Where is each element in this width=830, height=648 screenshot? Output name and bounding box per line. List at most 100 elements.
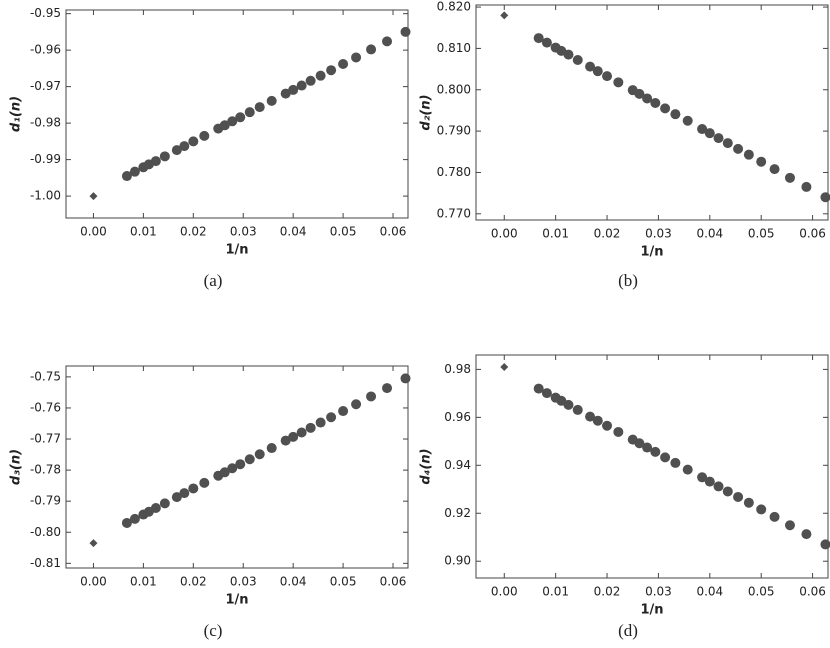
point: [682, 464, 693, 475]
point: [769, 511, 780, 522]
point: [280, 435, 291, 446]
point: [244, 107, 255, 118]
point: [159, 151, 170, 162]
plot-frame: [65, 9, 409, 219]
point: [704, 476, 715, 487]
panel: 0.00 0.01 0.02 0.03 0.04 0.05 0.06 -0.81 -0.80 -0…: [9, 365, 411, 640]
point: [784, 172, 795, 183]
point: [682, 115, 693, 126]
y-tick-label: 0.98: [444, 362, 471, 376]
y-tick-label: -0.95: [30, 6, 61, 20]
x-axis-label: 1/n: [640, 245, 663, 260]
point: [315, 417, 326, 428]
point: [743, 149, 754, 160]
point: [585, 61, 596, 72]
y-tick-label: 0.92: [444, 506, 471, 520]
point: [288, 431, 299, 442]
point: [129, 513, 140, 524]
point: [235, 112, 246, 123]
x-tick-label: 0.03: [230, 575, 257, 589]
x-tick-label: 0.04: [696, 585, 723, 599]
point: [613, 77, 624, 88]
y-tick-label: 0.790: [437, 124, 471, 138]
y-tick-label: -0.81: [30, 556, 61, 570]
point: [129, 166, 140, 177]
x-tick-label: 0.00: [80, 575, 107, 589]
point: [121, 171, 132, 182]
panel: 0.00 0.01 0.02 0.03 0.04 0.05 0.06 0.770 0.780 0.…: [419, 0, 830, 290]
x-tick-label: 0.05: [330, 575, 357, 589]
point: [326, 412, 337, 423]
x-tick-label: 0.06: [380, 575, 407, 589]
panel: 0.00 0.01 0.02 0.03 0.04 0.05 0.06 0.90 0.92 0.94…: [419, 354, 830, 640]
point: [733, 143, 744, 154]
point: [227, 116, 238, 127]
x-axis-label: 1/n: [225, 243, 248, 258]
y-tick-label: -0.99: [30, 152, 61, 166]
point: [351, 399, 362, 410]
point: [179, 141, 190, 152]
point: [400, 26, 411, 37]
point: [326, 65, 337, 76]
plot-frame: [65, 365, 409, 569]
point: [351, 52, 362, 63]
x-tick-label: 0.04: [280, 225, 307, 239]
point: [254, 449, 265, 460]
point: [171, 145, 182, 156]
point: [613, 426, 624, 437]
point: [296, 427, 307, 438]
point: [305, 422, 316, 433]
x-axis-label: 1/n: [225, 593, 248, 608]
point: [159, 498, 170, 509]
point: [338, 59, 349, 70]
y-tick-label: -1.00: [30, 189, 61, 203]
point: [670, 109, 681, 120]
point: [280, 88, 291, 99]
point: [602, 71, 613, 82]
x-tick-label: 0.04: [696, 227, 723, 241]
y-tick-label: 0.810: [437, 41, 471, 55]
x-tick-label: 0.00: [80, 225, 107, 239]
y-tick-label: 0.780: [437, 165, 471, 179]
point: [188, 483, 199, 494]
y-tick-label: -0.80: [30, 525, 61, 539]
point: [697, 472, 708, 483]
point: [722, 486, 733, 497]
panel-caption: (a): [204, 271, 223, 290]
point: [121, 517, 132, 528]
point: [254, 102, 265, 113]
point: [650, 97, 661, 108]
point: [733, 491, 744, 502]
point: [315, 70, 326, 81]
x-tick-label: 0.05: [330, 225, 357, 239]
y-tick-label: -0.78: [30, 463, 61, 477]
point: [713, 133, 724, 144]
point: [266, 95, 277, 106]
x-tick-label: 0.02: [594, 227, 621, 241]
point: [171, 492, 182, 503]
point: [769, 164, 780, 175]
point: [801, 181, 812, 192]
point: [572, 404, 583, 415]
x-tick-label: 0.00: [491, 585, 518, 599]
x-tick-label: 0.02: [180, 575, 207, 589]
point: [572, 54, 583, 65]
y-tick-label: -0.75: [30, 369, 61, 383]
y-tick-label: -0.98: [30, 116, 61, 130]
x-tick-label: 0.04: [280, 575, 307, 589]
y-tick-label: 0.770: [437, 206, 471, 220]
point: [756, 504, 767, 515]
y-axis-label: d₂(n): [419, 94, 434, 130]
point: [697, 124, 708, 135]
y-tick-label: 0.820: [437, 0, 471, 14]
y-tick-label: 0.96: [444, 410, 471, 424]
point: [305, 75, 316, 86]
point: [722, 138, 733, 149]
point: [533, 383, 544, 394]
point: [382, 36, 393, 47]
x-tick-label: 0.03: [645, 585, 672, 599]
diamond-point: [89, 539, 98, 548]
x-tick-label: 0.01: [542, 227, 569, 241]
x-tick-label: 0.06: [380, 225, 407, 239]
